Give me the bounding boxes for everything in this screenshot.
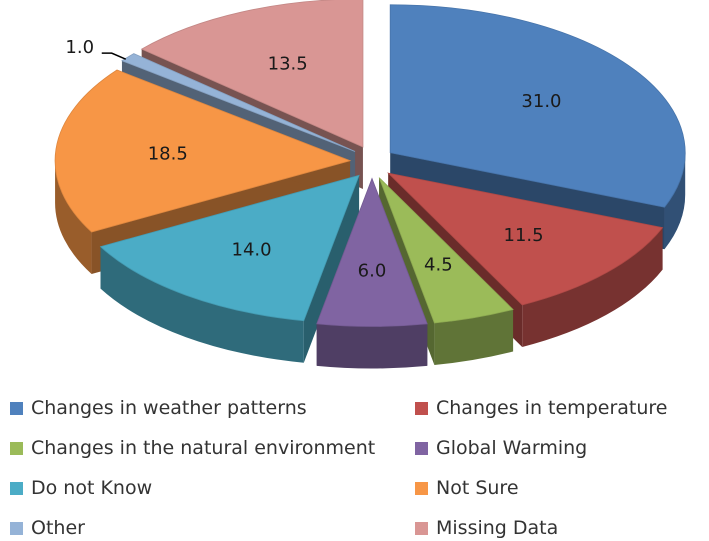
- legend-swatch-6: [415, 481, 428, 495]
- legend-item-2: Changes in temperature: [415, 395, 667, 421]
- legend-label-1: Changes in weather patterns: [31, 397, 307, 419]
- legend-item-1: Changes in weather patterns: [10, 395, 307, 421]
- data-label-6: 18.5: [148, 144, 188, 165]
- legend-label-8: Missing Data: [436, 517, 559, 539]
- pie-slice-1: [389, 4, 686, 208]
- legend-label-7: Other: [31, 517, 85, 539]
- legend-label-5: Do not Know: [31, 477, 153, 499]
- data-label-2: 11.5: [504, 225, 544, 246]
- legend-swatch-8: [415, 521, 428, 535]
- pie-slice-4: [316, 177, 428, 327]
- data-label-5: 14.0: [232, 240, 272, 261]
- legend-item-6: Not Sure: [415, 475, 519, 501]
- legend-swatch-1: [10, 401, 23, 415]
- pie-slice-outer-wall-6-1: [55, 160, 92, 275]
- legend-item-8: Missing Data: [415, 515, 558, 541]
- legend-swatch-3: [10, 441, 23, 455]
- legend-swatch-7: [10, 521, 23, 535]
- data-label-8: 13.5: [268, 53, 308, 74]
- pie-slice-6: [54, 69, 352, 233]
- pie-slice-wall-5-1: [303, 175, 360, 363]
- data-label-4: 6.0: [358, 260, 387, 281]
- data-label-7: 1.0: [65, 37, 94, 58]
- pie-slice-7: [121, 53, 356, 152]
- pie-slice-outer-wall-5-1: [100, 246, 304, 363]
- legend-label-4: Global Warming: [436, 437, 588, 459]
- data-label-leader-7: [101, 52, 127, 60]
- legend-label-2: Changes in temperature: [436, 397, 668, 419]
- legend-swatch-2: [415, 401, 428, 415]
- pie-slice-8: [140, 0, 364, 148]
- legend-label-6: Not Sure: [436, 477, 519, 499]
- data-label-3: 4.5: [424, 254, 453, 275]
- legend-item-5: Do not Know: [10, 475, 152, 501]
- pie-slice-3: [378, 177, 514, 324]
- legend-item-3: Changes in the natural environment: [10, 435, 375, 461]
- data-label-1: 31.0: [521, 91, 561, 112]
- legend-swatch-4: [415, 441, 428, 455]
- pie-slice-outer-wall-3-1: [434, 309, 514, 365]
- legend-item-7: Other: [10, 515, 85, 541]
- legend-swatch-5: [10, 481, 23, 495]
- legend-label-3: Changes in the natural environment: [31, 437, 376, 459]
- legend-item-4: Global Warming: [415, 435, 587, 461]
- pie-slice-outer-wall-2-1: [522, 227, 663, 347]
- pie-slice-outer-wall-1-1: [664, 152, 686, 250]
- pie-slice-2: [387, 172, 664, 306]
- pie-slice-outer-wall-4-1: [316, 323, 428, 369]
- pie-slice-5: [99, 174, 360, 322]
